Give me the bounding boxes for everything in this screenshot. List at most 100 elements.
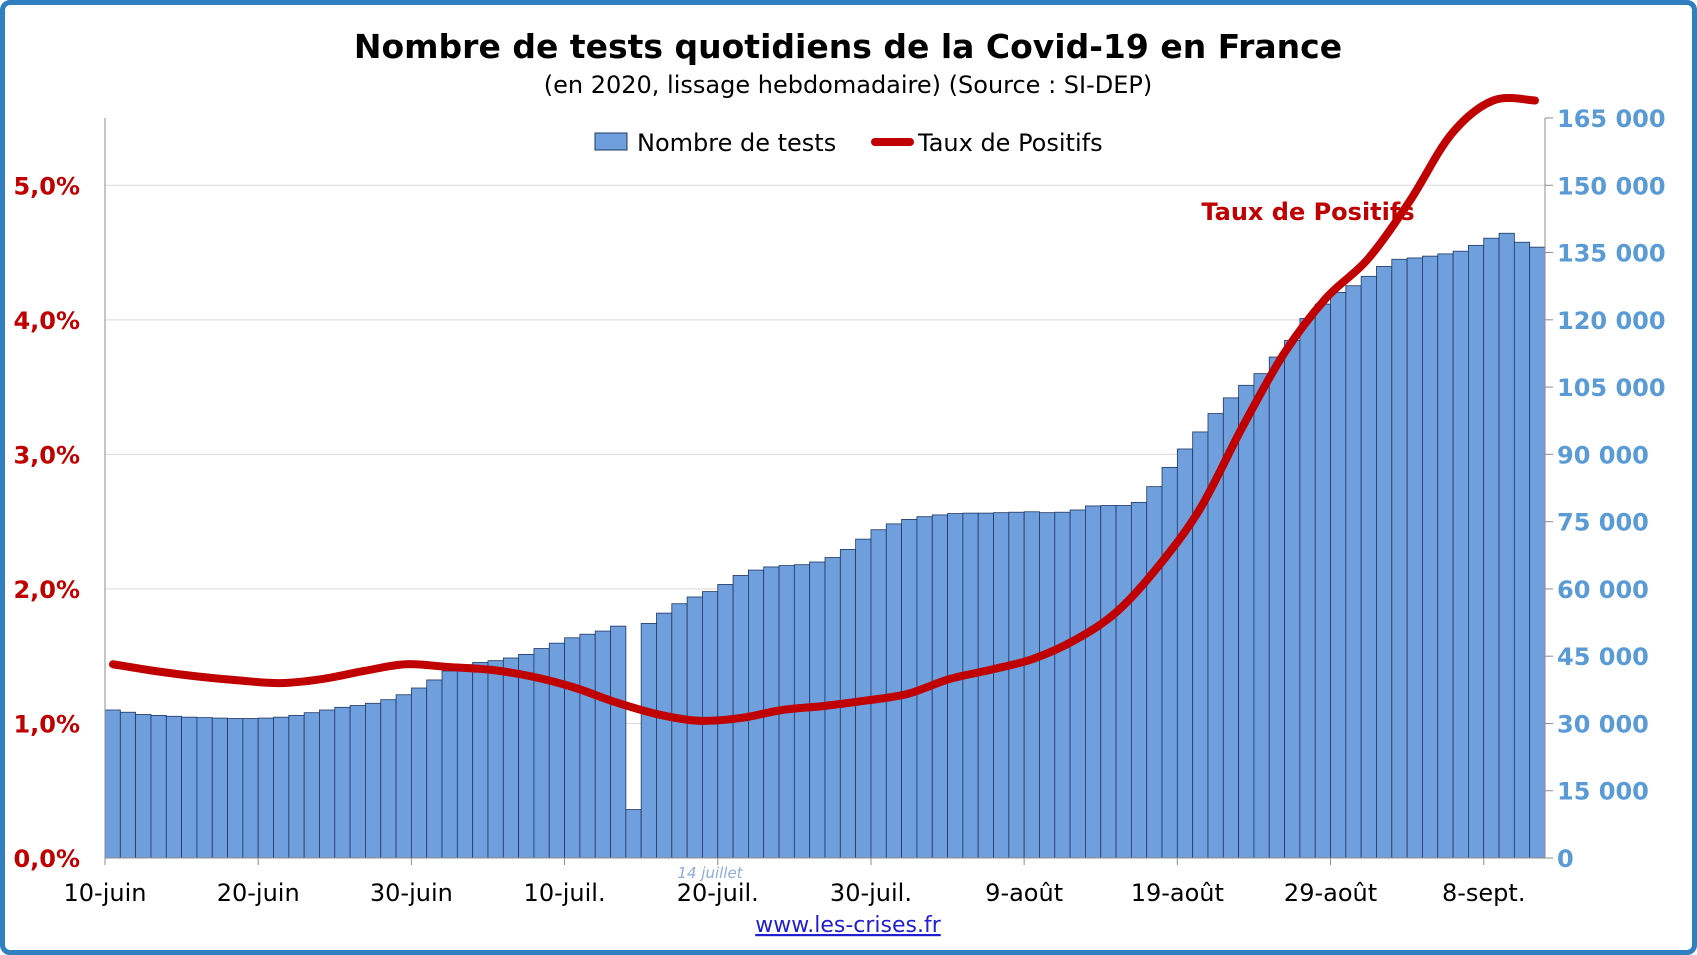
bar-24 (472, 662, 489, 859)
bar-81 (1345, 285, 1362, 859)
right-tick-label: 45 000 (1557, 643, 1649, 671)
right-tick-label: 15 000 (1557, 778, 1649, 806)
bar-51 (885, 523, 902, 859)
credit-link[interactable]: www.les-crises.fr (755, 913, 941, 938)
bar-78 (1299, 318, 1316, 859)
bar-8 (227, 718, 244, 859)
bar-57 (977, 512, 994, 859)
right-tick-label: 105 000 (1557, 374, 1666, 402)
bar-88 (1452, 250, 1469, 859)
bar-83 (1376, 266, 1393, 859)
bar-34 (625, 809, 642, 859)
chart-title: Nombre de tests quotidiens de la Covid-1… (354, 27, 1342, 66)
legend-swatch-tests (594, 132, 628, 151)
bar-11 (273, 716, 290, 859)
bar-87 (1437, 253, 1454, 859)
bar-27 (518, 653, 535, 859)
bar-56 (962, 512, 979, 859)
bar-62 (1054, 511, 1071, 859)
bar-85 (1406, 257, 1423, 859)
x-tick-label: 20-juin (217, 879, 300, 907)
bar-82 (1360, 275, 1377, 859)
bar-89 (1468, 244, 1485, 859)
bar-4 (165, 715, 182, 859)
bar-65 (1100, 505, 1117, 859)
legend-label-rate: Taux de Positifs (917, 129, 1103, 157)
chart: Nombre de tests quotidiens de la Covid-1… (13, 27, 1666, 938)
bar-58 (993, 512, 1010, 859)
bar-16 (349, 705, 366, 859)
bar-30 (564, 637, 581, 859)
x-axis-ticks: 10-juin 20-juin 30-juin 10-juil. 20-juil. 30-… (64, 858, 1525, 907)
bar-80 (1330, 292, 1347, 859)
right-tick-label: 120 000 (1557, 307, 1666, 335)
bar-67 (1130, 501, 1148, 859)
bar-series-tests (104, 232, 1546, 859)
bar-37 (671, 603, 688, 859)
bar-26 (502, 657, 520, 859)
bar-17 (365, 702, 382, 859)
left-tick-label: 5,0% (13, 172, 80, 200)
x-tick-label: 9-août (985, 879, 1063, 907)
bar-77 (1284, 340, 1301, 859)
annotation-taux-de-positifs: Taux de Positifs (1201, 198, 1414, 226)
x-tick-label: 30-juin (370, 879, 453, 907)
bar-13 (303, 712, 320, 859)
x-tick-label: 30-juil. (830, 879, 912, 907)
bar-64 (1085, 505, 1102, 859)
bar-75 (1253, 373, 1270, 859)
right-tick-label: 150 000 (1557, 172, 1666, 200)
axes (104, 118, 1546, 859)
bar-19 (395, 694, 412, 859)
x-tick-label: 29-août (1284, 879, 1377, 907)
right-tick-label: 30 000 (1557, 710, 1649, 738)
right-tick-label: 0 (1557, 845, 1574, 873)
bar-18 (380, 699, 397, 859)
bar-55 (947, 513, 964, 859)
right-axis-ticks: 0 15 000 30 000 45 000 60 000 75 000 90 000 105… (1545, 105, 1666, 873)
x-tick-label: 19-août (1131, 879, 1224, 907)
bar-2 (135, 714, 152, 859)
bar-84 (1391, 258, 1408, 859)
bar-23 (456, 664, 474, 859)
bar-36 (656, 612, 673, 859)
bar-12 (288, 714, 305, 859)
left-tick-label: 1,0% (13, 710, 80, 738)
bar-5 (181, 716, 198, 859)
bar-20 (410, 687, 428, 859)
left-tick-label: 2,0% (13, 576, 80, 604)
line-series-taux-de-positifs (109, 94, 1539, 725)
bar-68 (1146, 486, 1163, 859)
bar-15 (334, 706, 351, 859)
bar-29 (548, 642, 565, 859)
bar-14 (319, 709, 336, 859)
legend-label-tests: Nombre de tests (637, 129, 836, 157)
bar-90 (1483, 237, 1500, 859)
bar-3 (150, 714, 167, 859)
left-tick-label: 0,0% (13, 845, 80, 873)
right-tick-label: 165 000 (1557, 105, 1666, 133)
bar-86 (1422, 255, 1439, 859)
annotation-14-juillet: 14 juillet (677, 864, 743, 882)
x-tick-label: 10-juil. (524, 879, 606, 907)
bar-33 (610, 625, 627, 859)
bar-91 (1498, 232, 1515, 859)
bar-79 (1314, 303, 1331, 859)
x-tick-label: 8-sept. (1442, 879, 1525, 907)
bar-21 (426, 679, 443, 859)
right-tick-label: 75 000 (1557, 509, 1649, 537)
bar-31 (579, 633, 596, 859)
bar-1 (119, 711, 137, 859)
bar-22 (441, 670, 458, 859)
bar-35 (640, 623, 657, 859)
bar-70 (1176, 448, 1194, 859)
bar-66 (1115, 505, 1132, 859)
right-tick-label: 135 000 (1557, 240, 1666, 268)
bar-38 (686, 596, 703, 859)
bar-69 (1161, 466, 1178, 859)
x-tick-label: 20-juil. (677, 879, 759, 907)
left-axis-ticks: 0,0% 1,0% 2,0% 3,0% 4,0% 5,0% (13, 172, 80, 873)
bar-32 (594, 630, 611, 859)
legend: Nombre de tests Taux de Positifs (594, 129, 1103, 157)
